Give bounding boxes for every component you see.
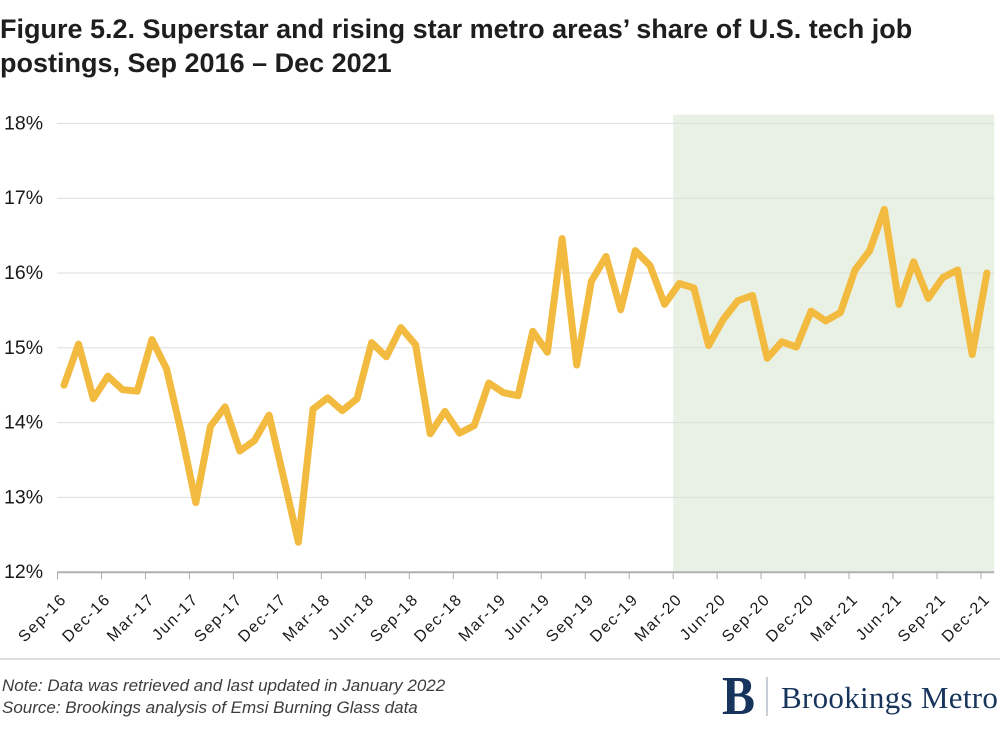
line-chart: 12%13%14%15%16%17%18%Sep-16Dec-16Mar-17J… — [4, 112, 995, 646]
footer-notes: Note: Data was retrieved and last update… — [2, 675, 445, 718]
x-axis-label: Mar-21 — [808, 591, 862, 645]
brookings-b-logo: B — [722, 665, 756, 726]
x-axis-label: Mar-20 — [632, 591, 686, 645]
note-line: Note: Data was retrieved and last update… — [2, 676, 446, 695]
x-axis-label: Dec-17 — [235, 591, 290, 646]
chart-title: Figure 5.2. Superstar and rising star me… — [0, 14, 913, 78]
shaded-region — [673, 114, 995, 572]
x-axis-label: Dec-21 — [939, 591, 994, 646]
y-axis-label: 18% — [4, 112, 43, 134]
y-axis-label: 14% — [4, 412, 43, 434]
x-axis-label: Dec-16 — [59, 591, 114, 646]
logo-wordmark: Brookings Metro — [781, 680, 999, 715]
y-axis-label: 12% — [4, 561, 43, 583]
y-axis-label: 13% — [4, 486, 43, 508]
x-axis-label: Mar-19 — [456, 591, 510, 645]
y-axis-label: 16% — [4, 262, 43, 284]
logo-divider — [765, 677, 768, 716]
y-axis-label: 15% — [4, 337, 43, 359]
source-line: Source: Brookings analysis of Emsi Burni… — [2, 697, 418, 717]
x-axis-label: Dec-19 — [587, 591, 642, 646]
x-axis-label: Mar-18 — [280, 591, 334, 645]
x-axis-label: Dec-18 — [411, 591, 466, 646]
data-line — [60, 205, 991, 546]
y-axis-label: 17% — [4, 187, 43, 209]
x-axis-label: Mar-17 — [104, 591, 158, 645]
x-axis-label: Dec-20 — [763, 591, 818, 646]
footer-divider — [0, 658, 1000, 660]
